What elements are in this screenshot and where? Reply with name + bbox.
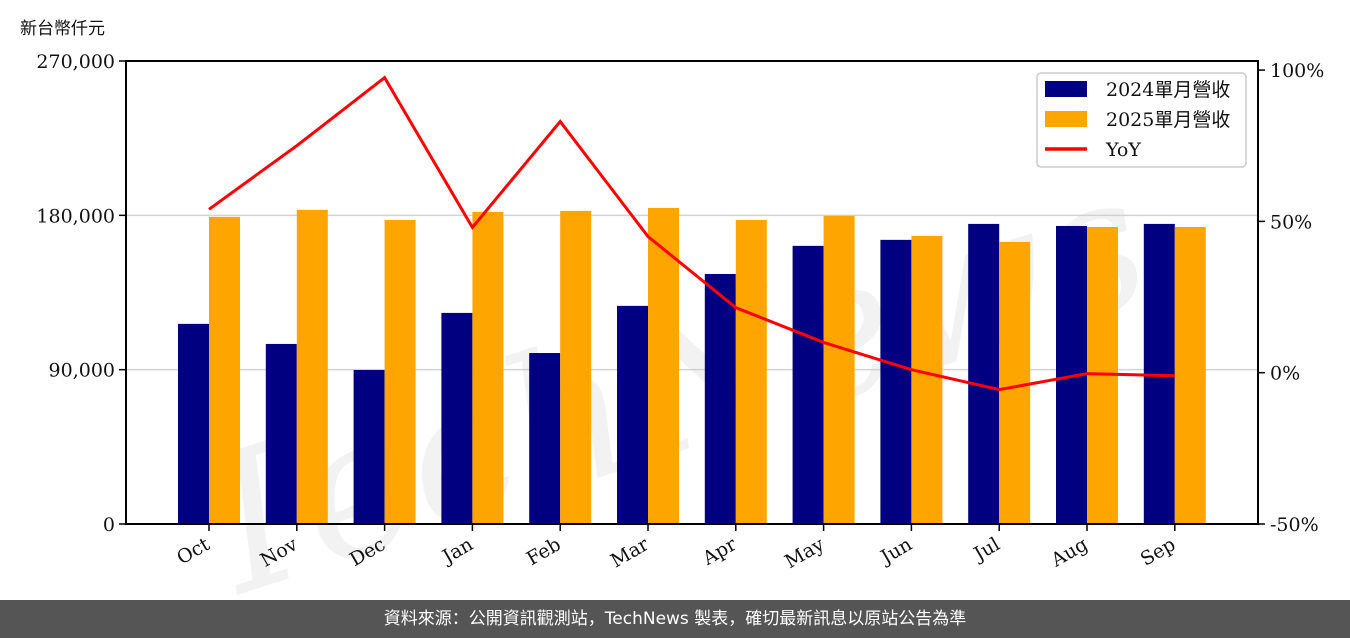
- y-tick-label: 180,000: [36, 205, 115, 227]
- bar-2025-jul: [999, 241, 1031, 524]
- bar-2025-dec: [384, 219, 416, 525]
- y2-tick-label: 0%: [1270, 363, 1300, 385]
- y-tick-label: 0: [103, 514, 115, 536]
- plot-frame: [125, 60, 1259, 525]
- bar-2025-jun: [911, 235, 943, 524]
- y-tick-label: 90,000: [49, 360, 115, 382]
- bar-2025-feb: [560, 210, 592, 524]
- y2-tick-label: 50%: [1270, 211, 1312, 233]
- bar-2024-jan: [441, 312, 473, 524]
- bar-2025-apr: [735, 219, 767, 525]
- legend-label: 2024單月營收: [1106, 79, 1230, 101]
- bar-2024-dec: [353, 370, 385, 524]
- y2-tick-label: -50%: [1270, 514, 1319, 536]
- bar-2025-may: [823, 215, 855, 524]
- x-tick-label-aug: Aug: [1047, 533, 1092, 572]
- y-tick-label: 270,000: [36, 51, 115, 73]
- bar-2025-mar: [648, 207, 679, 524]
- bar-2025-jan: [472, 211, 504, 525]
- x-tick-label-apr: Apr: [698, 533, 741, 570]
- legend-box: [1036, 72, 1247, 168]
- x-tick-label-mar: Mar: [607, 533, 653, 572]
- bar-2024-apr: [704, 273, 736, 524]
- bar-2024-jul: [968, 223, 1000, 524]
- legend-swatch-2024單月營收: [1045, 81, 1087, 97]
- y-axis-unit-label: 新台幣仟元: [20, 19, 105, 39]
- bar-2024-may: [792, 245, 824, 524]
- x-tick-label-sep: Sep: [1137, 533, 1180, 570]
- legend-swatch-2025單月營收: [1045, 111, 1087, 127]
- legend-label: 2025單月營收: [1106, 109, 1230, 131]
- revenue-chart: TechNews090,000180,000270,000-50%0%50%10…: [36, 51, 1324, 600]
- legend: 2024單月營收 2025單月營收 YoY: [1036, 72, 1247, 168]
- legend-label: YoY: [1105, 139, 1141, 161]
- bar-2025-nov: [296, 209, 328, 524]
- bar-2024-feb: [529, 353, 561, 524]
- source-footer: 資料來源：公開資訊觀測站，TechNews 製表，確切最新訊息以原站公告為準: [0, 600, 1350, 638]
- y2-tick-label: 100%: [1270, 60, 1324, 82]
- bar-2024-nov: [265, 343, 297, 524]
- x-tick-label-may: May: [781, 533, 828, 573]
- yoy-line: [208, 75, 1175, 392]
- bar-2025-oct: [209, 216, 240, 525]
- x-tick-label-jul: Jul: [969, 533, 1004, 566]
- bar-2024-oct: [178, 323, 209, 524]
- bar-2024-mar: [617, 305, 648, 524]
- x-tick-label-jun: Jun: [875, 533, 916, 569]
- bar-2024-jun: [880, 239, 912, 525]
- bar-2025-sep: [1174, 226, 1206, 524]
